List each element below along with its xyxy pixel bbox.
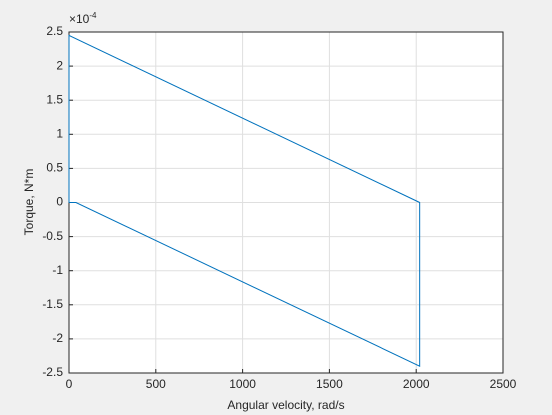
y-multiplier-exponent: -4 [89,11,97,20]
y-tick-label: -2 [52,331,63,345]
y-axis-label: Torque, N*m [22,169,36,236]
x-tick-label: 2000 [403,377,430,391]
y-tick-label: -0.5 [42,229,63,243]
y-tick-label: 0.5 [46,161,63,175]
x-tick-label: 2500 [490,377,517,391]
y-tick-label: 1.5 [46,92,63,106]
x-tick-label: 500 [146,377,166,391]
y-multiplier: ×10-4 [69,11,97,26]
y-tick-label: -2.5 [42,365,63,379]
y-tick-label: 0 [56,195,63,209]
x-axis-label: Angular velocity, rad/s [227,398,344,412]
data-line [68,34,421,367]
x-tick-label: 0 [66,377,73,391]
x-tick-label: 1500 [316,377,343,391]
y-multiplier-base: ×10 [69,12,90,26]
y-tick-label: 1 [56,126,63,140]
y-tick-label: 2 [56,58,63,72]
y-tick-label: -1.5 [42,297,63,311]
x-tick-label: 1000 [229,377,256,391]
y-tick-label: 2.5 [46,24,63,38]
y-tick-label: -1 [52,263,63,277]
